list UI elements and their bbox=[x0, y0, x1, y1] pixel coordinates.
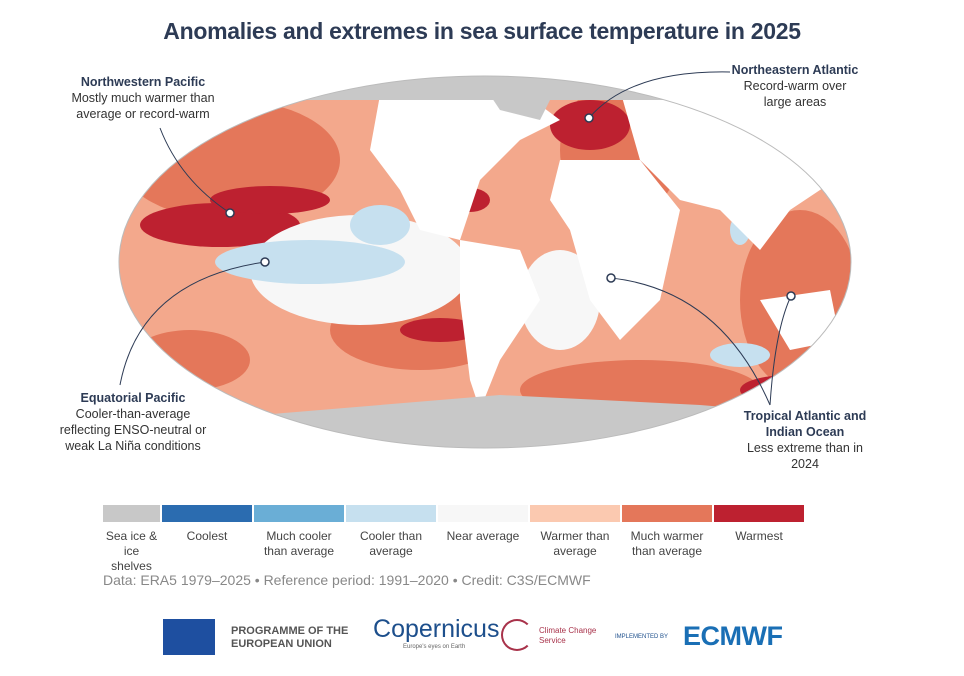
legend-label: Much warmer than average bbox=[630, 529, 704, 558]
c3s-logo-icon bbox=[501, 619, 533, 651]
legend-label: Warmest bbox=[735, 529, 783, 543]
callout-nw-pacific: Northwestern Pacific Mostly much warmer t… bbox=[71, 75, 215, 121]
legend-swatch bbox=[346, 505, 436, 522]
legend-swatch bbox=[622, 505, 712, 522]
land bbox=[370, 90, 850, 410]
eu-flag-logo bbox=[163, 619, 215, 655]
legend-item: Much cooler than average bbox=[254, 505, 344, 574]
legend-label: Near average bbox=[446, 529, 520, 543]
legend-swatch bbox=[162, 505, 252, 522]
callout-lines bbox=[119, 71, 792, 406]
legend-item: Near average bbox=[438, 505, 528, 574]
callout-ne-atlantic: Northeastern Atlantic Record-warm over la… bbox=[731, 63, 859, 109]
legend-label: Cooler than average bbox=[359, 529, 423, 558]
callout-tropical-atlantic: Tropical Atlantic and Indian Ocean Less e… bbox=[743, 409, 867, 471]
legend-label: Coolest bbox=[186, 529, 228, 543]
callout-dots bbox=[225, 113, 796, 301]
data-credit: Data: ERA5 1979–2025 • Reference period:… bbox=[103, 572, 591, 588]
copernicus-logo: Copernicus Europe's eyes on Earth bbox=[373, 615, 500, 650]
legend-item: Warmer than average bbox=[530, 505, 620, 574]
legend-item: Sea ice & ice shelves bbox=[103, 505, 160, 574]
legend-label: Much cooler than average bbox=[263, 529, 335, 558]
c3s-text: Climate Change Service bbox=[539, 626, 597, 645]
legend: Sea ice & ice shelves Coolest Much cooler … bbox=[103, 505, 804, 574]
legend-label: Sea ice & ice shelves bbox=[105, 529, 158, 573]
eu-programme-text: PROGRAMME OF THE EUROPEAN UNION bbox=[231, 625, 349, 650]
legend-item: Coolest bbox=[162, 505, 252, 574]
legend-swatch bbox=[438, 505, 528, 522]
implemented-by-text: IMPLEMENTED BY bbox=[615, 634, 669, 640]
legend-swatch bbox=[714, 505, 804, 522]
legend-item: Warmest bbox=[714, 505, 804, 574]
logos: PROGRAMME OF THE EUROPEAN UNION Copernic… bbox=[163, 615, 863, 661]
legend-swatch bbox=[254, 505, 344, 522]
legend-swatch bbox=[530, 505, 620, 522]
legend-label: Warmer than average bbox=[540, 529, 610, 558]
callout-eq-pacific: Equatorial Pacific Cooler-than-average re… bbox=[59, 391, 207, 453]
legend-swatch bbox=[103, 505, 160, 522]
ecmwf-logo: ECMWF bbox=[683, 621, 783, 651]
legend-item: Much warmer than average bbox=[622, 505, 712, 574]
legend-item: Cooler than average bbox=[346, 505, 436, 574]
page-title: Anomalies and extremes in sea surface te… bbox=[163, 18, 801, 44]
